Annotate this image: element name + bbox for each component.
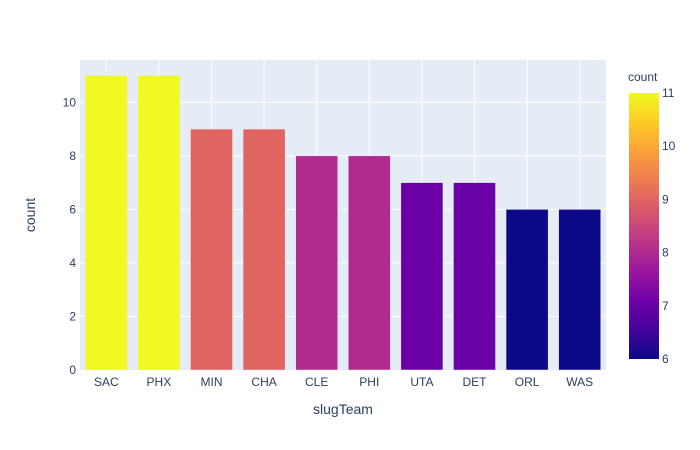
y-tick-label: 2 [69, 309, 76, 323]
y-tick-label: 6 [69, 202, 76, 216]
colorbar-title: count [628, 70, 658, 84]
x-tick-label: DET [463, 375, 488, 389]
x-axis-label: slugTeam [313, 401, 373, 417]
x-tick-label: CLE [305, 375, 328, 389]
y-tick-label: 0 [69, 363, 76, 377]
bar-phx[interactable] [137, 75, 181, 371]
x-tick-label: PHX [147, 375, 172, 389]
bar-uta[interactable] [400, 182, 444, 371]
bar-orl[interactable] [505, 209, 549, 371]
colorbar-tick-label: 11 [662, 86, 675, 100]
colorbar-tick-labels: 6 7 8 9 10 11 [662, 86, 676, 366]
x-tick-label: CHA [251, 375, 276, 389]
colorbar-tick-label: 9 [662, 192, 669, 206]
bar-cha[interactable] [242, 128, 286, 371]
x-tick-label: MIN [201, 375, 223, 389]
bar-phi[interactable] [348, 155, 391, 371]
y-tick-labels: 0 2 4 6 8 10 [63, 95, 77, 377]
x-tick-label: PHI [359, 375, 379, 389]
colorbar-tick-label: 8 [662, 246, 669, 260]
colorbar-tick-label: 7 [662, 299, 669, 313]
x-tick-label: WAS [566, 375, 593, 389]
colorbar-tick-label: 10 [662, 139, 676, 153]
y-axis-label: count [22, 198, 38, 232]
bars [85, 75, 601, 371]
bar-was[interactable] [558, 209, 601, 371]
x-tick-label: SAC [94, 375, 119, 389]
bar-det[interactable] [453, 182, 496, 371]
bar-min[interactable] [190, 128, 233, 371]
x-tick-label: UTA [410, 375, 433, 389]
colorbar-gradient [629, 93, 659, 359]
y-tick-label: 10 [63, 95, 77, 109]
x-tick-label: ORL [515, 375, 540, 389]
y-tick-label: 8 [69, 149, 76, 163]
x-tick-labels: SAC PHX MIN CHA CLE PHI UTA DET ORL WAS [94, 375, 593, 389]
bar-cle[interactable] [295, 155, 338, 371]
y-tick-label: 4 [69, 256, 76, 270]
colorbar-tick-label: 6 [662, 352, 669, 366]
bar-sac[interactable] [85, 75, 128, 371]
colorbar: count 6 7 8 9 10 11 [628, 70, 676, 366]
